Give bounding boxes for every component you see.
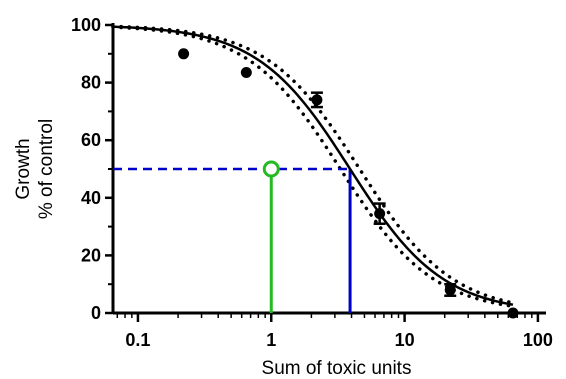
data-point <box>311 94 323 106</box>
y-tick-label: 60 <box>81 130 101 150</box>
confidence-band <box>111 24 515 308</box>
x-tick-label: 1 <box>266 330 276 350</box>
y-tick-label: 20 <box>81 245 101 265</box>
axes: 0 20 40 60 80 100 0.1 1 10 100 <box>71 15 553 350</box>
y-tick-label: 0 <box>91 303 101 323</box>
y-tick-label: 80 <box>81 73 101 93</box>
y-tick-label: 40 <box>81 188 101 208</box>
x-tick-label: 100 <box>523 330 553 350</box>
ci-upper-curve <box>111 24 515 305</box>
axis-labels: Sum of toxic units Growth% of control <box>13 119 411 379</box>
reference-point-marker <box>262 160 280 178</box>
y-tick-label: 100 <box>71 15 101 35</box>
x-tick-label: 0.1 <box>125 330 150 350</box>
y-axis-title-line1: Growth <box>13 138 34 199</box>
y-axis-title-line2: % of control <box>36 119 57 219</box>
data-point <box>374 208 386 220</box>
fit-curve-group <box>112 25 514 306</box>
reference-lines <box>113 160 352 313</box>
x-tick-label: 10 <box>395 330 415 350</box>
data-point <box>178 48 190 60</box>
data-point <box>240 67 252 79</box>
data-point <box>444 284 456 296</box>
data-points <box>178 48 519 319</box>
x-axis-title: Sum of toxic units <box>262 358 412 379</box>
fit-curve <box>112 25 514 306</box>
ci-lower-curve <box>111 25 515 308</box>
data-point <box>507 307 519 319</box>
